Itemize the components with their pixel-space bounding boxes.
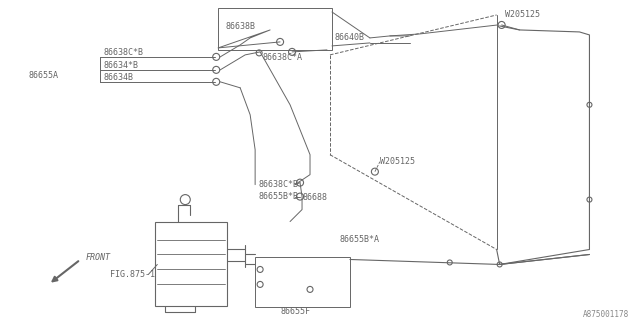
Text: W205125: W205125 xyxy=(504,11,540,20)
Text: 86638C*B: 86638C*B xyxy=(104,48,143,57)
Text: 86655B*B: 86655B*B xyxy=(258,192,298,201)
Text: 86638B: 86638B xyxy=(225,22,255,31)
Bar xyxy=(255,258,350,308)
Text: 86688: 86688 xyxy=(302,193,327,202)
Bar xyxy=(156,221,227,306)
Text: 86638C*A: 86638C*A xyxy=(262,53,302,62)
Text: 86634B: 86634B xyxy=(104,73,134,82)
Text: FIG.875-1: FIG.875-1 xyxy=(111,270,156,279)
Text: 86634*B: 86634*B xyxy=(104,61,138,70)
Text: W205125: W205125 xyxy=(380,157,415,166)
Bar xyxy=(218,8,332,50)
Text: 86655B*A: 86655B*A xyxy=(340,235,380,244)
Text: 86655F: 86655F xyxy=(280,307,310,316)
Text: FRONT: FRONT xyxy=(86,253,111,262)
Text: 86638C*B: 86638C*B xyxy=(258,180,298,189)
Text: 86655A: 86655A xyxy=(29,71,59,80)
Text: A875001178: A875001178 xyxy=(583,310,629,319)
Text: 86640B: 86640B xyxy=(335,33,365,43)
